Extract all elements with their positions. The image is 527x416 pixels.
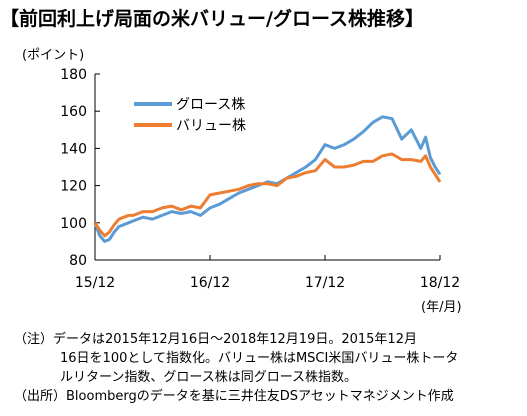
y-tick-label: 160 (60, 104, 87, 120)
y-tick-label: 180 (60, 67, 87, 83)
chart-title: 【前回利上げ局面の米バリュー/グロース株推移】 (0, 8, 424, 30)
x-tick-label: 15/12 (75, 275, 115, 291)
y-tick-label: 120 (60, 179, 87, 195)
legend-label: グロース株 (176, 97, 245, 113)
series-line-growth (93, 115, 442, 243)
footnote-line-2: 16日を100として指数化。バリュー株はMSCI米国バリュー株トータ (60, 351, 459, 366)
footnote-source: （出所）Bloombergのデータを基に三井住友DSアセットマネジメント作成 (14, 389, 454, 404)
y-tick-label: 100 (60, 216, 87, 232)
y-tick-label: 140 (60, 141, 87, 157)
x-tick-label: 17/12 (305, 275, 345, 291)
legend-label: バリュー株 (176, 118, 246, 134)
footnote: （注）データは2015年12月16日～2018年12月19日。2015年12月 … (14, 330, 524, 406)
series-layer (93, 115, 442, 243)
y-tick-label: 80 (69, 253, 87, 269)
line-chart: 80 100 120 140 160 180 15/12 16/12 17/12 18/12 グロ… (60, 67, 460, 291)
series-line-value (93, 152, 442, 238)
footnote-line-1: （注）データは2015年12月16日～2018年12月19日。2015年12月 (14, 332, 417, 347)
x-tick-label: 18/12 (420, 275, 460, 291)
y-axis-unit: (ポイント) (22, 48, 85, 63)
x-axis-unit: (年/月) (421, 300, 462, 315)
chart-axes: 80 100 120 140 160 180 15/12 16/12 17/12 18/12 (60, 67, 460, 291)
footnote-line-3: ルリターン指数、グロース株は同グロース株指数。 (60, 370, 358, 385)
x-tick-label: 16/12 (190, 275, 230, 291)
